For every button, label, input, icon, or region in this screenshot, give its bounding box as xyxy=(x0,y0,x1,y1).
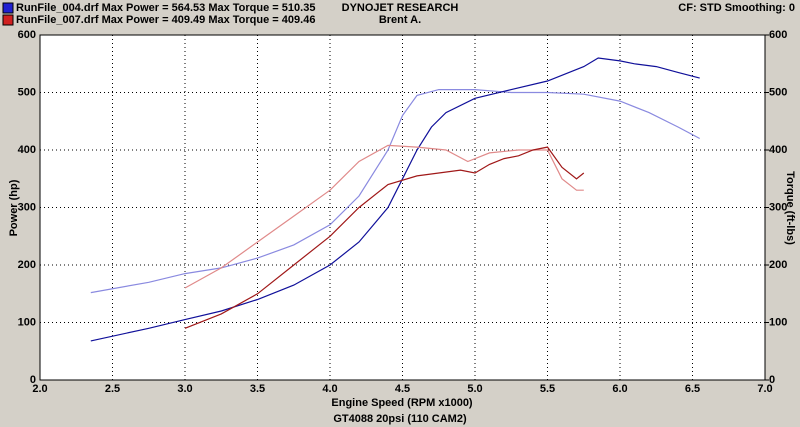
legend-entry: RunFile_007.drf Max Power = 409.49 Max T… xyxy=(16,14,315,26)
y-tick-label: 600 xyxy=(18,29,36,41)
x-tick-label: 7.0 xyxy=(757,383,772,395)
legend-text: Max Power = xyxy=(102,14,169,26)
legend-text: 564.53 xyxy=(172,2,206,14)
legend-text: Max Power = xyxy=(102,2,169,14)
y2-tick-label: 500 xyxy=(769,86,787,98)
x-tick-label: 2.5 xyxy=(105,383,120,395)
legend-text: Max Torque = xyxy=(208,2,278,14)
legend-text: Max Torque = xyxy=(208,14,278,26)
legend-text: 409.49 xyxy=(172,14,206,26)
y2-axis-label: Torque (ft-lbs) xyxy=(784,171,796,245)
chart-subtitle: Brent A. xyxy=(379,14,421,26)
x-tick-label: 4.0 xyxy=(322,383,337,395)
x-tick-label: 4.5 xyxy=(395,383,410,395)
series-line xyxy=(184,144,584,289)
y2-tick-label: 100 xyxy=(769,316,787,328)
y2-tick-label: 200 xyxy=(769,259,787,271)
chart-title: DYNOJET RESEARCH xyxy=(342,2,459,14)
x-tick-label: 3.0 xyxy=(177,383,192,395)
y-axis-label: Power (hp) xyxy=(8,179,20,236)
x-tick-label: 6.0 xyxy=(612,383,627,395)
y2-tick-label: 300 xyxy=(769,201,787,213)
settings: CF: STD Smoothing: 0 xyxy=(678,2,795,14)
legend-swatch xyxy=(2,14,14,26)
x-tick-label: 5.0 xyxy=(467,383,482,395)
x-tick-label: 2.0 xyxy=(32,383,47,395)
legend-swatch xyxy=(2,2,14,14)
y-tick-label: 300 xyxy=(18,201,36,213)
y-tick-label: 100 xyxy=(18,316,36,328)
y2-tick-label: 600 xyxy=(769,29,787,41)
x-tick-label: 3.5 xyxy=(250,383,265,395)
y-tick-label: 500 xyxy=(18,86,36,98)
y2-tick-label: 400 xyxy=(769,144,787,156)
y-tick-label: 0 xyxy=(30,374,36,386)
x-axis-label: Engine Speed (RPM x1000) xyxy=(331,397,473,409)
legend-text: RunFile_007.drf xyxy=(16,14,99,26)
series-line xyxy=(90,57,700,342)
legend-text: RunFile_004.drf xyxy=(16,2,99,14)
y-tick-label: 200 xyxy=(18,259,36,271)
legend-text: 409.46 xyxy=(282,14,316,26)
x-tick-label: 6.5 xyxy=(685,383,700,395)
series-line xyxy=(90,89,700,294)
series-line xyxy=(184,146,585,329)
x-tick-label: 5.5 xyxy=(540,383,555,395)
y-tick-label: 400 xyxy=(18,144,36,156)
legend-text: 510.35 xyxy=(282,2,316,14)
y2-tick-label: 0 xyxy=(769,374,775,386)
legend-entry: RunFile_004.drf Max Power = 564.53 Max T… xyxy=(16,2,315,14)
footer: GT4088 20psi (110 CAM2) xyxy=(333,413,467,425)
